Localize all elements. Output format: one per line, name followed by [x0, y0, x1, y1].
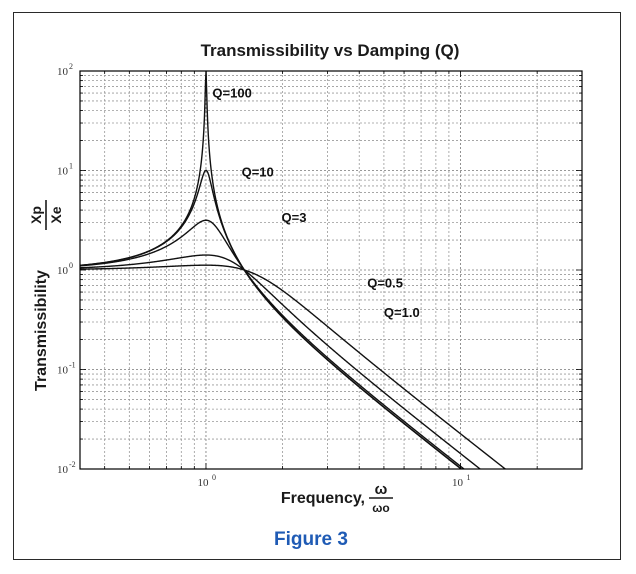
curve-label: Q=100 — [212, 85, 251, 100]
y-tick-label: 10 — [57, 464, 69, 476]
y-tick-label: 10 — [57, 265, 69, 277]
x-tick-label: 10 — [197, 477, 209, 489]
y-tick-exponent: 0 — [69, 261, 73, 270]
y-fraction-denominator: Xe — [48, 206, 64, 223]
y-tick-label: 10 — [57, 365, 69, 377]
curve-labels: Q=100 Q=10 Q=3 Q=0.5 Q=1.0 — [212, 85, 419, 319]
plot-area-border — [79, 70, 583, 470]
curve-label: Q=0.5 — [367, 275, 403, 290]
x-fraction-numerator: ω — [375, 481, 388, 498]
series-line-q-3 — [80, 219, 466, 469]
x-axis-title: Frequency, — [281, 490, 365, 507]
y-tick-exponent: 2 — [69, 62, 73, 71]
series-line-q-10 — [80, 169, 463, 469]
x-tick-label: 10 — [452, 477, 464, 489]
series-line-q-100 — [80, 71, 463, 469]
y-tick-exponent: -2 — [69, 460, 76, 469]
y-tick-label: 10 — [57, 166, 69, 178]
grid — [80, 71, 583, 469]
y-tick-exponent: -1 — [69, 361, 76, 370]
y-axis-label: Transmissibility Xp Xe — [28, 200, 64, 391]
y-fraction-numerator: Xp — [28, 206, 44, 224]
y-axis-title: Transmissibility — [33, 270, 50, 391]
y-tick-label: 10 — [57, 66, 69, 78]
x-tick-exponent: 0 — [212, 473, 216, 482]
curve-label: Q=1.0 — [384, 305, 420, 320]
curves-group — [80, 71, 507, 469]
curve-label: Q=10 — [242, 164, 274, 179]
x-tick-exponent: 1 — [467, 473, 471, 482]
series-line-q-1-0 — [80, 254, 482, 469]
x-fraction-denominator: ωo — [372, 501, 389, 515]
curve-label: Q=3 — [281, 210, 306, 225]
chart-title: Transmissibility vs Damping (Q) — [201, 41, 460, 60]
y-tick-exponent: 1 — [69, 162, 73, 171]
axis-ticks: 10 0 10 110 -210 -110 010 110 2 — [57, 62, 583, 489]
figure-caption: Figure 3 — [274, 529, 348, 550]
series-line-q-0-5 — [80, 264, 507, 469]
